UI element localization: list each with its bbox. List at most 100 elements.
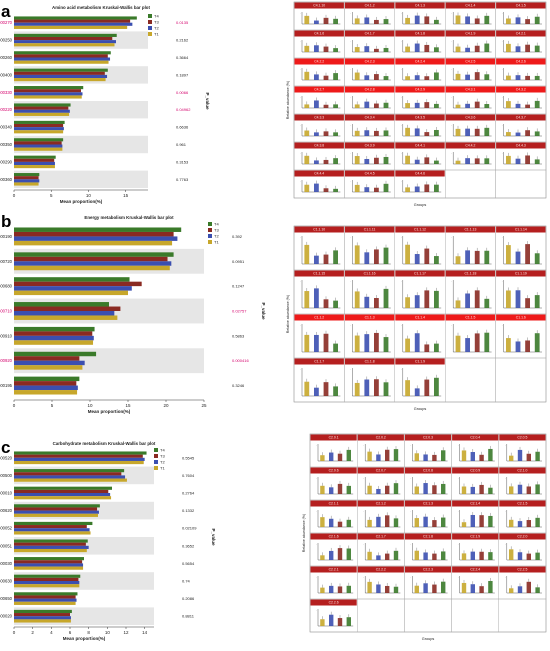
mini-tick: ·: [401, 279, 402, 283]
mini-bar: [385, 449, 390, 461]
bar-T3: [14, 331, 93, 336]
mini-bar: [323, 159, 329, 164]
facet-header-label: C4.2.9: [415, 88, 425, 92]
facet-header-label: C1.1.14: [515, 228, 527, 232]
x-tick-label: 25: [201, 403, 207, 408]
mini-tick: ·: [300, 235, 301, 239]
p-value: 0.3652: [182, 543, 195, 548]
small-multiples-3: C2.0.1 · C2.0.2 · C2.0.3 · C2.0.4 · C2.0.5 · C2.0.…: [302, 433, 547, 641]
mini-bar: [484, 104, 490, 108]
mini-bar: [383, 76, 389, 80]
mini-bar: [441, 581, 446, 593]
mini-bar: [488, 487, 493, 494]
mini-bar: [465, 338, 470, 352]
mini-bar: [374, 19, 379, 24]
mini-bar: [376, 488, 381, 494]
p-value: 0.000416: [232, 358, 249, 363]
bar-T3: [14, 472, 122, 476]
mini-tick: ·: [505, 476, 506, 480]
legend-swatch: [148, 26, 152, 30]
facet-header-label: C2.2.4: [470, 568, 480, 572]
bar-T1: [14, 60, 109, 64]
mini-bar: [441, 450, 446, 461]
mini-bar: [414, 43, 420, 52]
mini-bar: [424, 184, 430, 192]
facet-header: [452, 467, 499, 474]
mini-tick: ·: [401, 39, 402, 43]
ko-label: ko00630: [0, 579, 13, 584]
facet-cell: [495, 169, 547, 199]
bar-T1: [14, 460, 144, 465]
mini-bar: [383, 102, 389, 108]
facet-header: [445, 30, 496, 37]
mini-bar: [506, 132, 511, 136]
facet-header-label: C4.2.6: [516, 60, 526, 64]
mini-bar: [423, 483, 428, 494]
mini-bar: [376, 584, 381, 593]
mini-tick: ·: [502, 39, 503, 43]
mini-bar: [479, 484, 484, 494]
facet-header-label: C4.4.4: [314, 172, 324, 176]
mini-bar: [304, 244, 310, 264]
facet-header-label: C2.1.8: [423, 535, 433, 539]
bar-T2: [14, 545, 89, 549]
facet-header-label: C4.2.5: [465, 60, 475, 64]
mini-bar: [383, 156, 389, 164]
mini-bar: [320, 455, 325, 461]
panel-letter: b: [1, 212, 11, 231]
mini-bar: [314, 288, 319, 308]
mini-tick: ·: [451, 123, 452, 127]
mini-tick: ·: [350, 67, 351, 71]
facet-header-label: C2.2.3: [423, 568, 433, 572]
mini-bar: [461, 522, 467, 527]
bar-T4: [14, 521, 93, 526]
mini-bar: [333, 104, 338, 108]
row-band: [14, 170, 148, 188]
facet-header: [310, 500, 357, 507]
mini-bar: [314, 183, 319, 192]
facet-header-label: C4.2.8: [365, 88, 375, 92]
bar-T4: [14, 469, 125, 473]
mini-bar: [405, 155, 410, 164]
mini-bar: [517, 521, 523, 527]
facet-header: [395, 114, 445, 121]
ko-label: ko00330: [0, 90, 13, 95]
mini-tick: ·: [401, 179, 402, 183]
facet-header: [344, 114, 395, 121]
facet-header: [496, 142, 546, 149]
mini-bar: [509, 519, 514, 527]
facet-header: [452, 566, 499, 573]
x-tick-label: 6: [69, 630, 72, 635]
p-value: 0.5545: [182, 455, 195, 460]
mini-bar: [465, 128, 470, 136]
facet-header: [496, 2, 546, 9]
mini-bar: [385, 485, 390, 494]
bar-T3: [14, 106, 69, 110]
mini-bar: [525, 75, 530, 80]
facet-header-label: C4.2.3: [365, 60, 375, 64]
mini-tick: ·: [300, 95, 301, 99]
mini-bar: [414, 128, 420, 136]
bar-T1: [14, 25, 128, 29]
mini-bar: [455, 46, 461, 52]
mini-bar: [329, 585, 334, 593]
mini-bar: [323, 299, 329, 308]
mini-bar: [304, 104, 310, 108]
facet-header-label: C2.0.6: [329, 469, 339, 473]
facet-header: [404, 566, 452, 573]
mini-bar: [474, 101, 480, 108]
mini-bar: [376, 454, 381, 461]
facet-header-label: C4.2.1: [516, 32, 526, 36]
legend-label: T1: [154, 32, 159, 37]
facet-header: [496, 58, 546, 65]
bar-T4: [14, 592, 78, 596]
mini-bar: [354, 291, 360, 308]
facet-header-label: C2.1.4: [470, 502, 480, 506]
mini-bar: [320, 619, 325, 626]
facet-header-label: C2.1.1: [329, 502, 339, 506]
bar-T4: [14, 574, 81, 578]
p-value: 0.1897: [176, 72, 189, 77]
mini-bar: [393, 586, 399, 593]
bar-T1: [14, 619, 71, 623]
mini-bar: [424, 76, 430, 80]
